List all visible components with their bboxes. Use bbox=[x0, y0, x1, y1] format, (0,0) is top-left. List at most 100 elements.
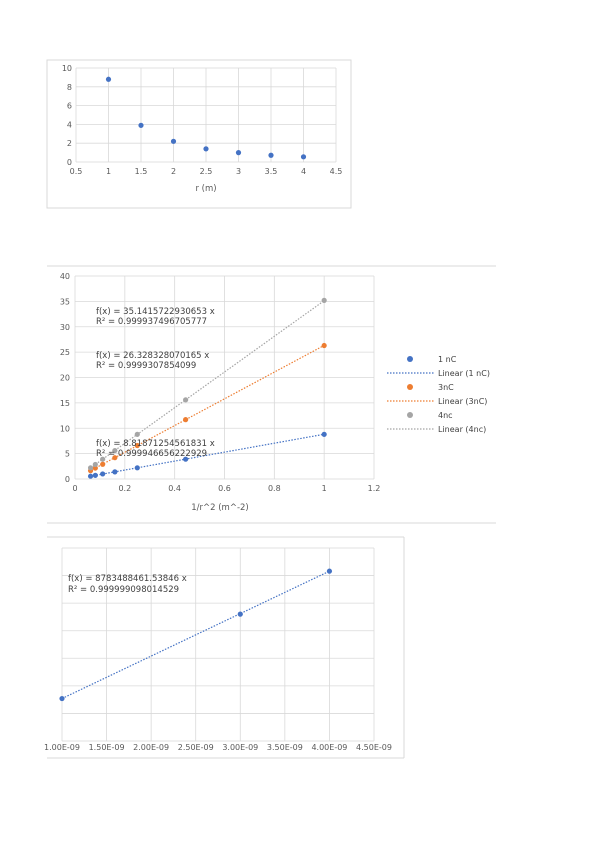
y-tick-label: 2 bbox=[67, 139, 72, 148]
chart-3-equation: f(x) = 8783488461.53846 x bbox=[68, 574, 187, 584]
x-tick-label: 0.4 bbox=[168, 484, 181, 493]
data-point bbox=[134, 442, 140, 449]
x-tick-label: 1 bbox=[322, 484, 327, 493]
x-tick-label: 1.50E-09 bbox=[89, 743, 125, 752]
chart-3-ticks: 1.00E-09 1.50E-09 2.00E-09 2.50E-09 3.00E-09… bbox=[44, 743, 392, 752]
data-point bbox=[235, 150, 242, 156]
legend-marker-3nc bbox=[407, 384, 413, 390]
y-tick-label: 20 bbox=[60, 374, 70, 383]
y-tick-label: 35 bbox=[60, 297, 70, 306]
x-tick-label: 0.5 bbox=[70, 167, 83, 176]
legend-trend-1nc: Linear (1 nC) bbox=[438, 369, 490, 378]
data-point bbox=[87, 465, 94, 471]
x-tick-label: 3.5 bbox=[265, 167, 278, 176]
data-point bbox=[300, 154, 307, 160]
x-tick-label: 4.5 bbox=[330, 167, 343, 176]
data-point bbox=[134, 465, 140, 471]
x-tick-label: 4.00E-09 bbox=[311, 743, 347, 752]
y-tick-label: 30 bbox=[60, 323, 70, 332]
legend-trend-3nc: Linear (3nC) bbox=[438, 397, 487, 406]
chart-1-x-axis-label: r (m) bbox=[195, 184, 216, 194]
y-tick-label: 10 bbox=[62, 64, 72, 73]
chart-1-points bbox=[105, 76, 307, 160]
r2-1nc: R² = 0.999946656222929 bbox=[96, 449, 207, 459]
y-tick-label: 4 bbox=[67, 120, 72, 129]
x-tick-label: 3.00E-09 bbox=[222, 743, 258, 752]
y-tick-label: 10 bbox=[60, 424, 70, 433]
chart-3-trendline bbox=[61, 570, 330, 700]
data-point bbox=[321, 297, 327, 303]
chart-3-grid bbox=[61, 547, 375, 742]
chart-2-trendlines bbox=[90, 300, 325, 477]
data-point bbox=[170, 138, 177, 144]
data-point bbox=[112, 455, 118, 461]
chart-2-ticks: 0 5 10 15 20 25 30 35 40 0 0.2 0.4 0.6 0.8 1 1.2 bbox=[60, 272, 381, 493]
chart-1-border bbox=[46, 59, 352, 209]
r2-4nc: R² = 0.999937496705777 bbox=[96, 317, 207, 327]
chart-1-ticks: 0 2 4 6 8 10 0.5 1 1.5 2 2.5 3 3.5 4 4.5 bbox=[62, 64, 343, 176]
chart-3-points bbox=[59, 568, 333, 702]
trendline bbox=[61, 570, 330, 700]
y-tick-label: 0 bbox=[65, 475, 70, 484]
data-point bbox=[105, 76, 112, 82]
legend-marker-4nc bbox=[407, 412, 413, 418]
y-tick-label: 15 bbox=[60, 399, 70, 408]
data-point bbox=[92, 472, 98, 478]
chart-1: 0 2 4 6 8 10 0.5 1 1.5 2 2.5 3 3.5 4 4.5 r (m) bbox=[46, 59, 352, 209]
y-tick-label: 40 bbox=[60, 272, 70, 281]
data-point bbox=[59, 695, 65, 702]
x-tick-label: 1.5 bbox=[135, 167, 148, 176]
x-tick-label: 1.00E-09 bbox=[44, 743, 80, 752]
legend-label-4nc: 4nc bbox=[438, 411, 453, 420]
chart-3: 1.00E-09 1.50E-09 2.00E-09 2.50E-09 3.00E-09… bbox=[44, 536, 405, 759]
y-tick-label: 25 bbox=[60, 348, 70, 357]
data-point bbox=[183, 397, 189, 403]
x-tick-label: 0.2 bbox=[118, 484, 131, 493]
data-point bbox=[87, 473, 94, 479]
x-tick-label: 3 bbox=[236, 167, 241, 176]
y-tick-label: 6 bbox=[67, 102, 72, 111]
x-tick-label: 3.50E-09 bbox=[267, 743, 303, 752]
data-point bbox=[92, 465, 98, 471]
chart-3-r2: R² = 0.999999098014529 bbox=[68, 585, 179, 595]
data-point bbox=[326, 568, 333, 574]
legend-label-1nc: 1 nC bbox=[438, 355, 457, 364]
data-point bbox=[100, 461, 106, 467]
chart-2-equations: f(x) = 35.1415722930653 x R² = 0.9999374… bbox=[96, 307, 215, 459]
equation-4nc: f(x) = 35.1415722930653 x bbox=[96, 307, 215, 317]
data-point bbox=[203, 146, 209, 152]
trendline bbox=[90, 433, 325, 477]
x-tick-label: 1 bbox=[106, 167, 111, 176]
data-point bbox=[92, 461, 98, 468]
x-tick-label: 2.5 bbox=[200, 167, 213, 176]
x-tick-label: 2.00E-09 bbox=[133, 743, 169, 752]
x-tick-label: 0.8 bbox=[268, 484, 281, 493]
chart-2-legend: 1 nC Linear (1 nC) 3nC Linear (3nC) 4nc … bbox=[387, 355, 490, 434]
data-point bbox=[321, 342, 327, 349]
x-tick-label: 0.6 bbox=[218, 484, 231, 493]
x-tick-label: 0 bbox=[72, 484, 77, 493]
data-point bbox=[183, 417, 189, 423]
x-tick-label: 4 bbox=[301, 167, 306, 176]
r2-3nc: R² = 0.9999307854099 bbox=[96, 361, 196, 371]
data-point bbox=[237, 611, 243, 617]
data-point bbox=[138, 122, 144, 128]
x-tick-label: 2.50E-09 bbox=[178, 743, 214, 752]
legend-marker-1nc bbox=[407, 356, 413, 362]
trendline bbox=[90, 344, 325, 472]
data-point bbox=[112, 469, 118, 475]
y-tick-label: 5 bbox=[65, 450, 70, 459]
data-point bbox=[100, 456, 106, 462]
data-point bbox=[134, 431, 140, 437]
chart-2: 0 5 10 15 20 25 30 35 40 0 0.2 0.4 0.6 0.8 1 1.2 f(x) =… bbox=[47, 265, 496, 524]
equation-1nc: f(x) = 8.81871254561831 x bbox=[96, 439, 215, 449]
x-tick-label: 2 bbox=[171, 167, 176, 176]
y-tick-label: 8 bbox=[67, 83, 72, 92]
legend-trend-4nc: Linear (4nc) bbox=[438, 425, 486, 434]
data-point bbox=[112, 447, 118, 454]
legend-label-3nc: 3nC bbox=[438, 383, 454, 392]
chart-1-grid bbox=[75, 67, 337, 163]
chart-2-x-axis-label: 1/r^2 (m^-2) bbox=[191, 503, 249, 513]
x-tick-label: 4.50E-09 bbox=[356, 743, 392, 752]
data-point bbox=[268, 152, 274, 158]
